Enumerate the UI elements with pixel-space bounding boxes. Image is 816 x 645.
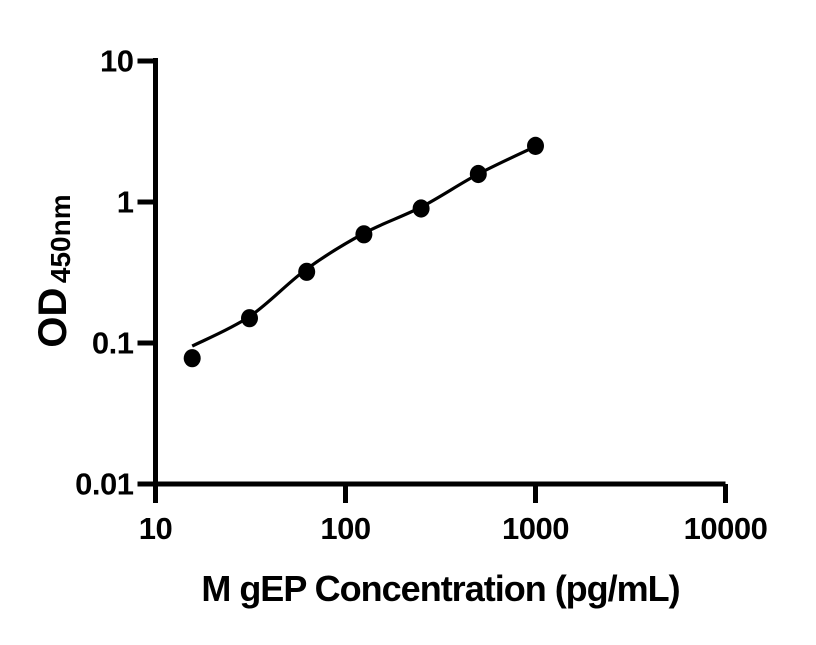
x-tick-label-0: 10 — [139, 511, 172, 546]
x-axis-title: M gEP Concentration (pg/mL) — [201, 568, 679, 609]
x-tick-label-3: 10000 — [684, 511, 768, 546]
y-tick-label-0: 10 — [100, 44, 133, 79]
data-point-1 — [241, 309, 258, 328]
axes — [153, 58, 726, 487]
axis-spines — [153, 58, 726, 487]
x-tick-label-2: 1000 — [502, 511, 569, 546]
y-tick-label-3: 0.01 — [75, 467, 134, 502]
data-point-0 — [183, 349, 201, 368]
data-point-4 — [412, 199, 430, 218]
data-point-6 — [527, 136, 544, 155]
data-point-2 — [298, 262, 316, 281]
y-tick-label-1: 1 — [117, 185, 134, 220]
x-tick-label-1: 100 — [320, 511, 370, 546]
y-axis-title-subscript: 450nm — [45, 194, 76, 283]
y-tick-label-2: 0.1 — [92, 326, 134, 361]
data-point-5 — [469, 164, 487, 184]
y-axis-title-main: OD — [31, 288, 75, 348]
data-point-3 — [355, 225, 373, 244]
data-points — [183, 136, 544, 368]
y-axis-title: OD 450nm — [31, 194, 76, 347]
